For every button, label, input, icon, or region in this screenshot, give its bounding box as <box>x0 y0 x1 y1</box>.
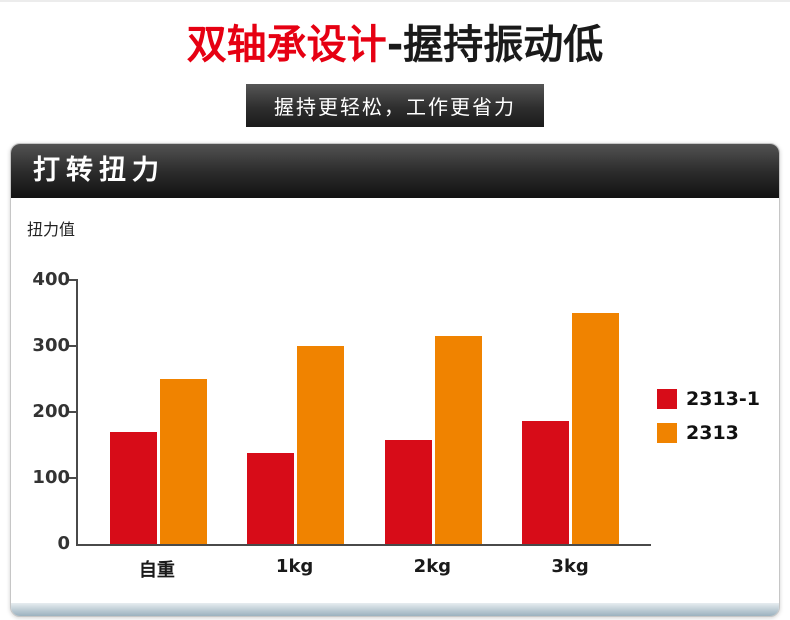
y-tick-label: 300 <box>32 335 70 356</box>
y-tick-mark <box>69 345 78 347</box>
legend-swatch <box>657 423 677 443</box>
hero-section: 双轴承设计-握持振动低 握持更轻松，工作更省力 <box>0 2 790 127</box>
bar-group-3kg <box>520 280 620 544</box>
bar-2313-1 <box>384 439 432 544</box>
torque-bar-chart: 0 100 200 300 400 自重 1kg 2kg 3kg 2313-1 2313 <box>21 240 769 602</box>
bar-2313 <box>160 379 208 544</box>
y-tick-label: 0 <box>57 533 70 554</box>
y-tick-label: 200 <box>32 401 70 422</box>
panel-bottom-strip <box>11 603 779 616</box>
legend-item: 2313-1 <box>657 388 769 410</box>
y-axis-title: 扭力值 <box>27 220 76 239</box>
bar-group-2kg <box>383 280 483 544</box>
bar-2313-1 <box>521 420 569 544</box>
bar-group-自重 <box>109 280 209 544</box>
x-axis-label: 2kg <box>413 556 452 577</box>
x-axis-label: 3kg <box>551 556 589 577</box>
panel-title: 打转扭力 <box>11 144 779 198</box>
x-axis-label: 1kg <box>275 556 314 577</box>
legend-item: 2313 <box>657 422 769 444</box>
bar-group-1kg <box>246 280 346 544</box>
subtitle-banner: 握持更轻松，工作更省力 <box>246 84 544 127</box>
chart-legend: 2313-1 2313 <box>657 388 769 456</box>
bar-2313 <box>571 313 619 544</box>
bar-2313 <box>434 336 482 544</box>
x-labels: 自重 1kg 2kg 3kg <box>76 556 651 582</box>
bar-2313 <box>297 346 345 544</box>
y-tick-label: 100 <box>32 467 70 488</box>
y-tick-mark <box>69 279 78 281</box>
x-axis-label: 自重 <box>138 560 175 581</box>
torque-panel: 打转扭力 扭力值 0 100 200 300 400 自重 1kg 2kg 3kg 2313-… <box>10 143 780 617</box>
legend-label: 2313 <box>686 422 739 444</box>
legend-label: 2313-1 <box>686 388 760 410</box>
y-tick-mark <box>69 477 78 479</box>
page-title-rest: -握持振动低 <box>386 22 604 68</box>
page-title: 双轴承设计-握持振动低 <box>0 20 790 70</box>
y-tick-mark <box>69 411 78 413</box>
legend-swatch <box>657 389 677 409</box>
page-title-highlight: 双轴承设计 <box>186 22 387 68</box>
y-tick-label: 400 <box>32 269 70 290</box>
bar-2313-1 <box>110 431 158 544</box>
bar-2313-1 <box>247 452 295 544</box>
chart-plot: 0 100 200 300 400 <box>32 271 651 553</box>
